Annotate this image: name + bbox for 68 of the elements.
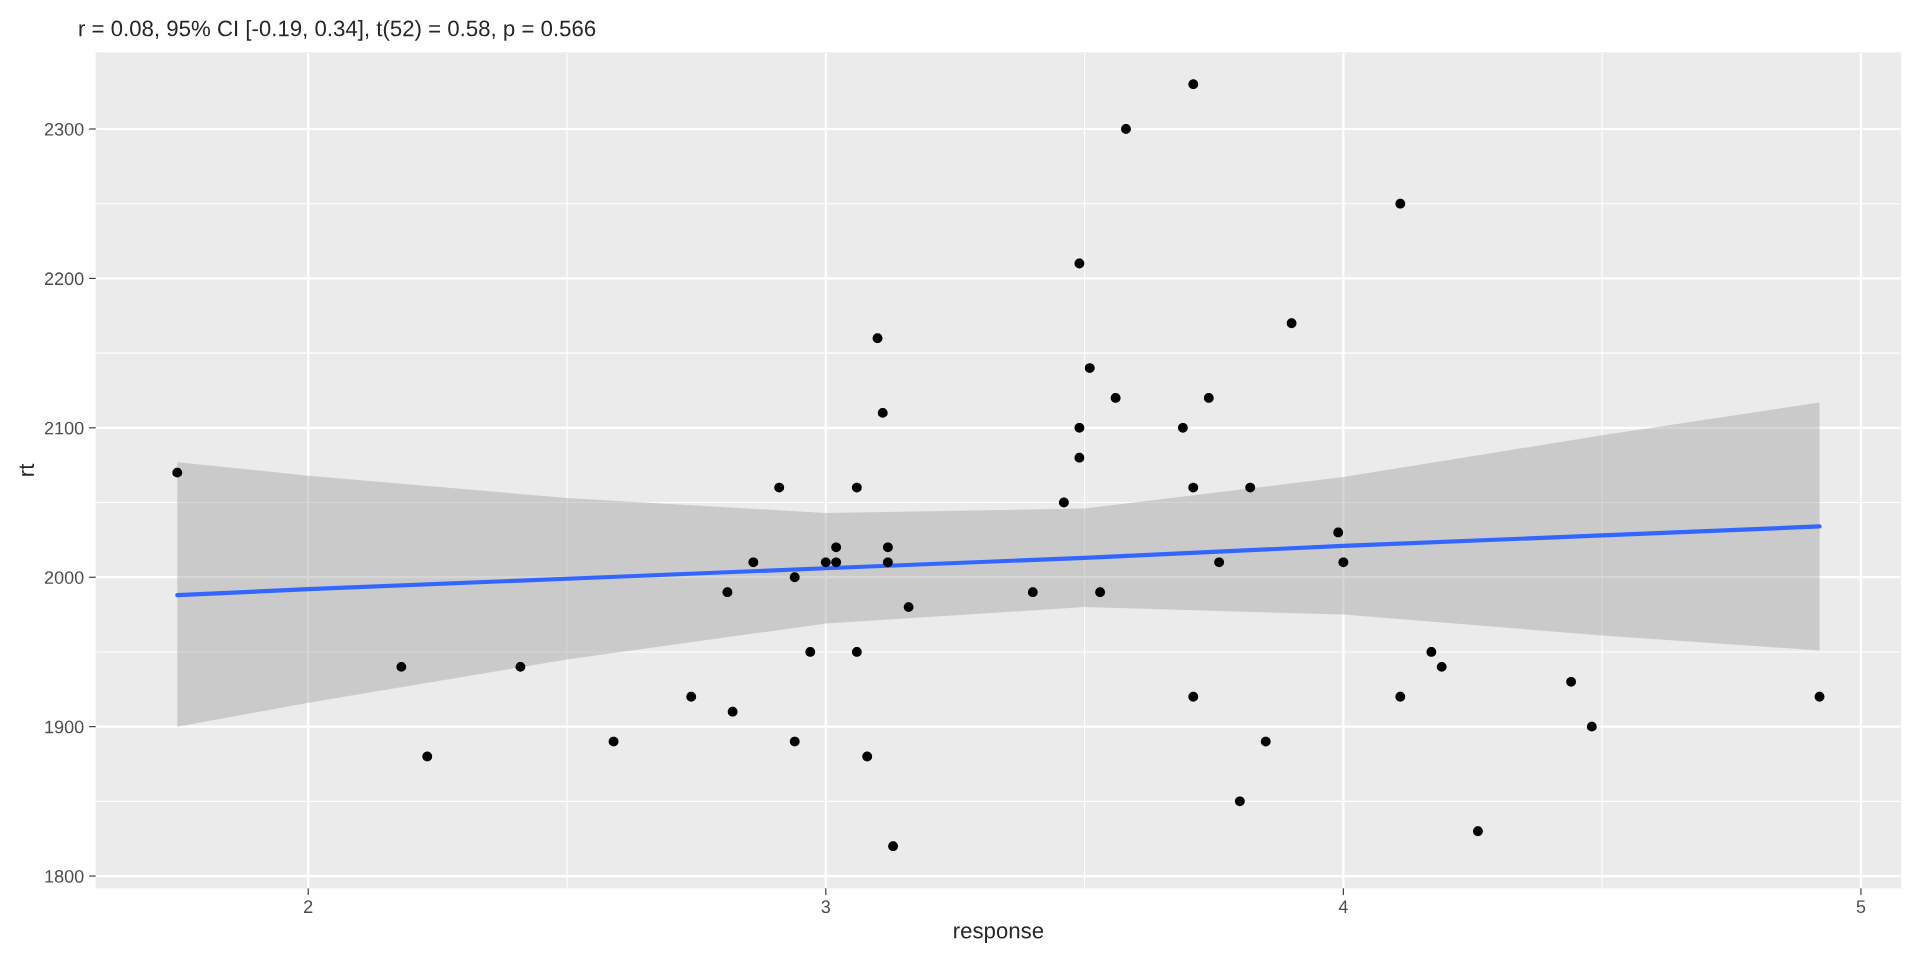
point <box>1058 497 1069 508</box>
point <box>727 706 738 717</box>
point <box>1234 796 1245 807</box>
point <box>1027 587 1038 598</box>
point <box>820 557 831 568</box>
x-tick-label: 4 <box>1338 900 1348 913</box>
point <box>805 647 816 657</box>
point <box>872 333 883 344</box>
point <box>1188 79 1199 90</box>
point <box>1203 393 1214 403</box>
point <box>1188 691 1199 702</box>
x-tick-label: 5 <box>1856 900 1866 914</box>
point <box>1121 124 1131 134</box>
y-tick-label: 2000 <box>44 571 84 584</box>
point <box>1188 482 1199 493</box>
point <box>1214 557 1225 568</box>
point <box>831 542 842 553</box>
point <box>515 661 526 672</box>
line-series <box>175 524 1822 598</box>
point <box>789 572 800 583</box>
point <box>1260 736 1271 747</box>
point <box>1436 661 1447 672</box>
point <box>888 841 898 852</box>
point <box>1286 318 1297 329</box>
point <box>877 407 888 418</box>
x-tick-label: 2 <box>304 900 313 913</box>
y-axis-title: rt <box>19 463 35 476</box>
y-tick-label: 2300 <box>44 122 84 136</box>
y-tick-label: 1900 <box>45 720 84 734</box>
point <box>903 602 914 613</box>
x-tick-label: 3 <box>821 900 831 914</box>
point <box>789 736 800 747</box>
point <box>1395 198 1406 209</box>
point <box>396 661 407 672</box>
point <box>831 557 842 568</box>
point <box>774 482 785 493</box>
point <box>862 751 873 762</box>
point <box>748 557 759 568</box>
point <box>1473 826 1483 837</box>
point <box>722 587 733 598</box>
x-axis-title: response <box>954 926 1044 943</box>
point <box>422 751 433 762</box>
point <box>1245 482 1256 493</box>
y-tick-label: 2100 <box>44 421 84 435</box>
point <box>851 647 862 657</box>
point <box>1395 691 1406 702</box>
point <box>172 467 183 478</box>
point <box>686 691 697 702</box>
point <box>1074 452 1085 463</box>
y-tick-label: 1800 <box>45 869 84 883</box>
point <box>1178 422 1188 433</box>
point <box>1586 721 1597 732</box>
point <box>1338 557 1349 568</box>
point <box>1814 691 1825 702</box>
point <box>1095 587 1106 598</box>
point <box>851 482 862 493</box>
point <box>1110 393 1121 403</box>
point <box>1426 647 1437 657</box>
point <box>608 736 619 747</box>
point <box>1566 676 1577 687</box>
point <box>1084 363 1095 373</box>
y-tick-label: 2200 <box>44 272 84 286</box>
chart-title: r = 0.08, 95% CI [-0.19, 0.34], t(52) = 0.58, p = 0.566 <box>79 20 596 41</box>
point <box>1074 258 1085 269</box>
point <box>882 557 893 568</box>
point <box>882 542 893 553</box>
point <box>1333 527 1344 538</box>
point <box>1074 422 1085 433</box>
